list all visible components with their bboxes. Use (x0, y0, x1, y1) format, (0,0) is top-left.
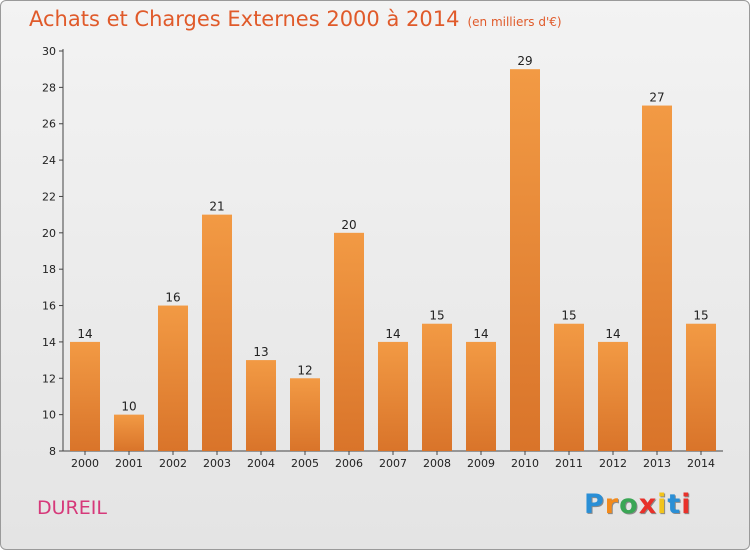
x-tick-label: 2010 (511, 457, 539, 470)
bar (202, 214, 232, 451)
logo-letter: r (604, 489, 620, 520)
logo-letter: t (667, 489, 682, 520)
x-tick-label: 2006 (335, 457, 363, 470)
x-tick-label: 2008 (423, 457, 451, 470)
bar-value-label: 15 (429, 309, 444, 323)
bar (554, 323, 584, 451)
bar-value-label: 10 (121, 400, 136, 414)
x-tick-label: 2012 (599, 457, 627, 470)
logo-letter: o (619, 489, 639, 520)
chart-title-text: Achats et Charges Externes 2000 à 2014 (29, 7, 460, 31)
bar-value-label: 21 (209, 200, 224, 214)
y-tick-label: 16 (42, 300, 56, 313)
x-tick-label: 2002 (159, 457, 187, 470)
logo-letter: i (681, 489, 692, 520)
bar-value-label: 12 (297, 363, 312, 377)
bar-value-label: 13 (253, 345, 268, 359)
bar (422, 323, 452, 451)
bar (334, 232, 364, 451)
bar (466, 341, 496, 451)
y-tick-label: 28 (42, 81, 56, 94)
bar (510, 69, 540, 451)
bar-value-label: 14 (605, 327, 620, 341)
bar-value-label: 29 (517, 54, 532, 68)
bar-value-label: 14 (77, 327, 92, 341)
chart-subtitle: (en milliers d'€) (467, 15, 562, 29)
bar (290, 378, 320, 451)
bar (378, 341, 408, 451)
bar-value-label: 15 (693, 309, 708, 323)
logo-letter: P (584, 489, 605, 520)
y-tick-label: 10 (42, 409, 56, 422)
y-tick-label: 8 (49, 445, 56, 458)
logo-letter: x (638, 489, 658, 520)
bar-value-label: 14 (473, 327, 488, 341)
y-tick-label: 22 (42, 190, 56, 203)
x-tick-label: 2001 (115, 457, 143, 470)
y-tick-label: 26 (42, 118, 56, 131)
bar (686, 323, 716, 451)
bar (158, 305, 188, 451)
y-tick-label: 30 (42, 45, 56, 58)
y-tick-label: 20 (42, 227, 56, 240)
x-tick-label: 2003 (203, 457, 231, 470)
bar (642, 105, 672, 451)
y-tick-label: 24 (42, 154, 56, 167)
y-tick-label: 14 (42, 336, 56, 349)
x-tick-label: 2005 (291, 457, 319, 470)
chart-title: Achats et Charges Externes 2000 à 2014 (e… (29, 7, 562, 31)
bar-value-label: 16 (165, 291, 180, 305)
x-tick-label: 2011 (555, 457, 583, 470)
bar-value-label: 20 (341, 218, 356, 232)
bar-value-label: 14 (385, 327, 400, 341)
y-tick-label: 12 (42, 372, 56, 385)
x-tick-label: 2013 (643, 457, 671, 470)
bar (70, 341, 100, 451)
town-name: DUREIL (37, 497, 107, 519)
bar-value-label: 27 (649, 91, 664, 105)
bar (246, 360, 276, 451)
x-tick-label: 2007 (379, 457, 407, 470)
bar (114, 414, 144, 451)
proxiti-logo: Proxiti (584, 489, 692, 520)
y-tick-label: 18 (42, 263, 56, 276)
bar (598, 341, 628, 451)
logo-letter: i (657, 489, 668, 520)
x-tick-label: 2009 (467, 457, 495, 470)
bar-value-label: 15 (561, 309, 576, 323)
x-tick-label: 2014 (687, 457, 715, 470)
x-tick-label: 2004 (247, 457, 275, 470)
x-tick-label: 2000 (71, 457, 99, 470)
